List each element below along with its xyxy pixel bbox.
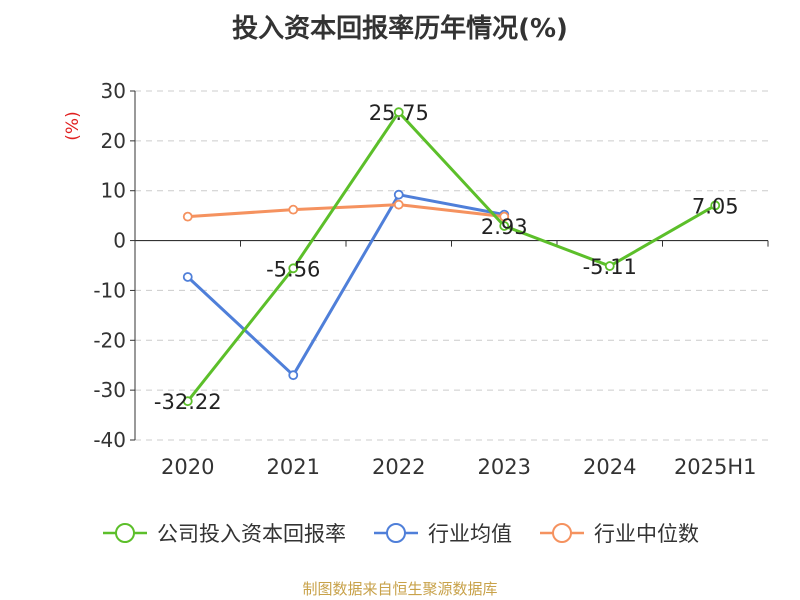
data-label: 2.93 [481,215,528,239]
source-note: 制图数据来自恒生聚源数据库 [302,580,498,598]
series-line [187,203,505,219]
x-tick-label: 2024 [583,455,636,479]
data-point [499,211,510,222]
chart-title: 投入资本回报率历年情况(%) [232,14,568,44]
y-tick-label: 20 [101,129,126,153]
data-labels: -32.22 -5.56 25.75 2.93 -5.11 7.05 [154,101,739,414]
legend-item: 公司投入资本回报率 [101,518,346,548]
legend-swatch [540,523,584,543]
legend-item: 行业中位数 [538,518,699,548]
legend-swatch [374,523,418,543]
data-point [604,261,615,271]
data-point [499,221,510,231]
series-line [186,110,716,403]
legend-item: 行业均值 [372,518,512,548]
legend-label: 行业均值 [428,522,512,546]
legend-label: 公司投入资本回报率 [157,522,346,546]
y-tick-label: 10 [101,179,126,203]
data-point [288,370,299,381]
x-tick-label: 2022 [372,455,425,479]
x-tick-label: 2021 [267,455,320,479]
data-point [182,211,193,222]
data-point [393,107,404,118]
data-point [182,396,193,407]
data-label: -5.11 [583,255,637,279]
data-label: 7.05 [692,194,739,218]
data-point [393,189,404,200]
grid-lines [135,90,768,441]
data-label: 25.75 [369,101,429,125]
data-point [288,204,299,215]
series-lines [182,107,721,407]
axes: 30 20 10 0 -10 -20 -30 -40 (%) 2020 2021 2022 2023 20… [63,79,769,479]
x-tick-label: 2023 [478,455,531,479]
data-label: -32.22 [154,390,222,414]
y-tick-label: -20 [93,328,126,352]
legend-label: 行业中位数 [594,522,699,546]
y-tick-label: -30 [93,378,126,402]
x-tick-label: 2025H1 [674,455,757,479]
y-tick-label: -40 [93,428,126,452]
legend: 公司投入资本回报率 行业均值 行业中位数 [0,518,800,548]
legend-swatch [103,523,147,543]
y-tick-label: 0 [113,229,126,253]
data-point [710,200,721,211]
y-tick-label: -10 [93,278,126,302]
data-label: -5.56 [266,257,320,281]
y-tick-label: 30 [101,79,126,103]
data-point [393,199,404,210]
y-axis-label: (%) [63,111,83,140]
data-point [288,263,299,274]
x-tick-label: 2020 [161,455,214,479]
data-point [182,272,193,282]
series-line [186,193,505,377]
